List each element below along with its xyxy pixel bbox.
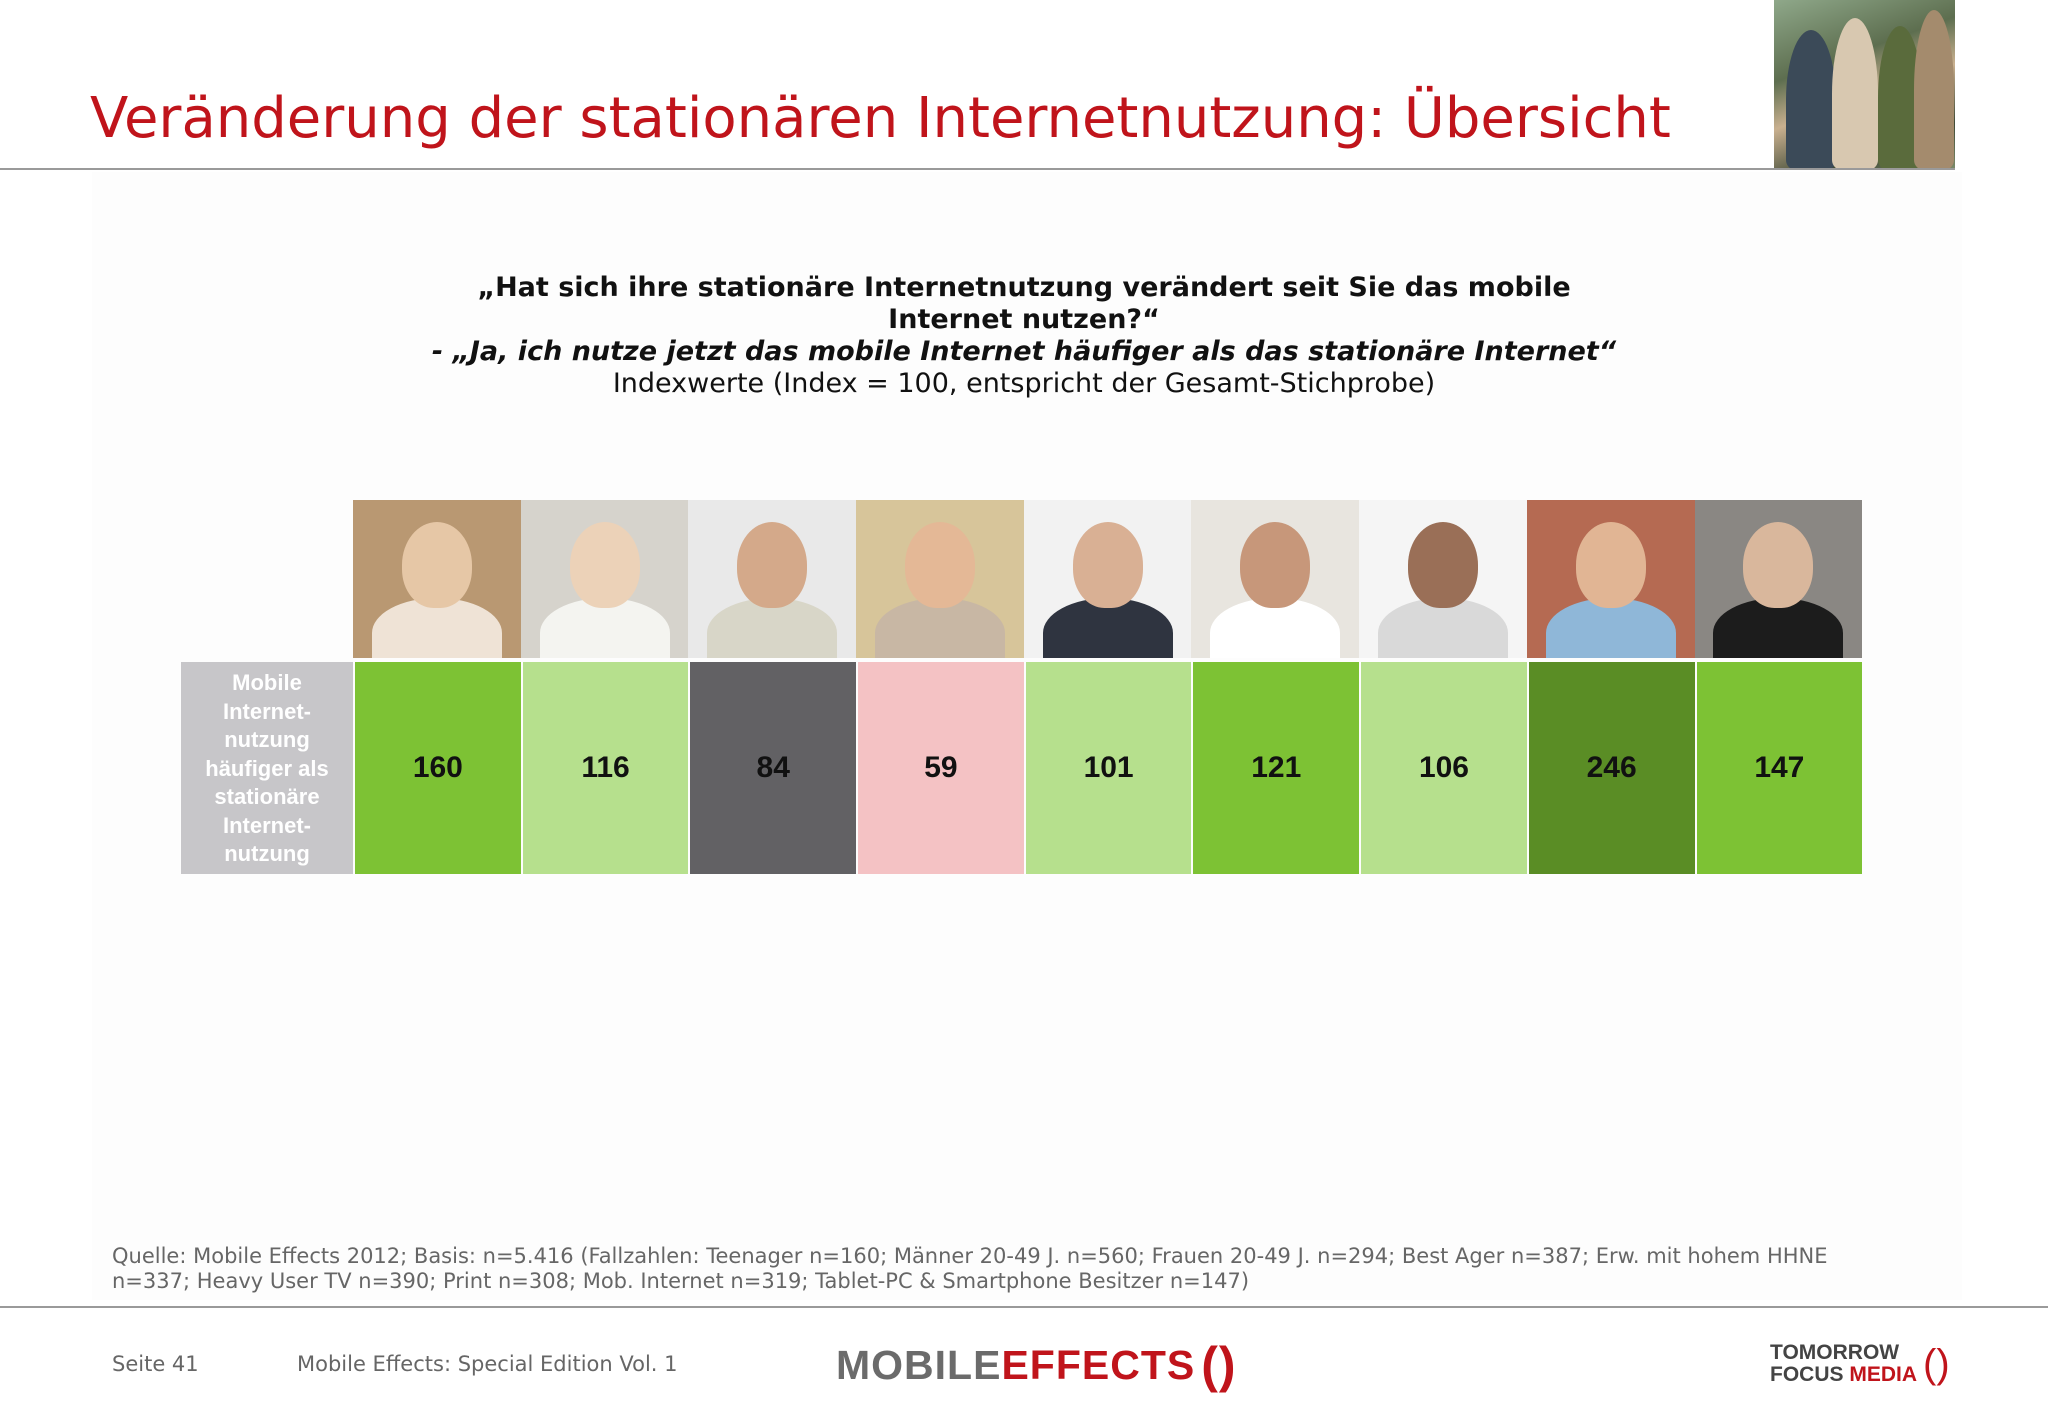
teenager-tv-photo	[1191, 500, 1360, 658]
blonde-woman-phone-photo	[520, 500, 689, 658]
row-label-line: Internet-	[223, 698, 311, 724]
footer-divider	[0, 1306, 2048, 1308]
header-divider	[0, 168, 1955, 170]
row-label-line: häufiger als	[205, 755, 329, 781]
page-title: Veränderung der stationären Internetnutz…	[90, 86, 1671, 151]
index-cell: 246	[1528, 662, 1695, 874]
woman-smartphone-photo	[353, 500, 521, 658]
row-label-line: Mobile	[232, 670, 302, 695]
index-note: Indexwerte (Index = 100, entspricht der …	[612, 368, 1436, 399]
index-value-row: 160 116 84 59 101 121 106 246 147	[353, 662, 1863, 874]
index-cell: 106	[1361, 662, 1527, 874]
survey-question: „Hat sich ihre stationäre Internetnutzun…	[0, 272, 2048, 400]
source-note: Quelle: Mobile Effects 2012; Basis: n=5.…	[112, 1244, 1828, 1293]
document-title: Mobile Effects: Special Edition Vol. 1	[297, 1352, 678, 1376]
row-label-line: Internet-	[223, 812, 311, 838]
page-number: Seite 41	[112, 1352, 199, 1376]
index-cell: 101	[1025, 662, 1192, 874]
target-group-photos	[353, 500, 1863, 658]
index-cell: 147	[1696, 662, 1863, 874]
man-calling-photo	[688, 500, 857, 658]
row-label-line: nutzung	[224, 841, 310, 866]
senior-couple-photo	[856, 500, 1024, 658]
businessman-calling-photo	[1023, 500, 1192, 658]
row-label: Mobile Internet- nutzung häufiger als st…	[181, 662, 353, 874]
index-cell: 160	[355, 662, 521, 874]
bracket-icon: ()	[1923, 1342, 1950, 1386]
answer-text: - „Ja, ich nutze jetzt das mobile Intern…	[431, 336, 1617, 367]
header-people-photo	[1774, 0, 1955, 170]
bracket-icon: ()	[1201, 1337, 1237, 1393]
row-label-line: stationäre	[214, 784, 320, 809]
tomorrow-focus-media-logo: TOMORROW FOCUS MEDIA ()	[1770, 1341, 1950, 1386]
question-text: „Hat sich ihre stationäre Internetnutzun…	[477, 272, 1571, 335]
row-label-line: nutzung	[224, 727, 310, 752]
man-black-sweater-photo	[1694, 500, 1863, 658]
man-newspaper-photo	[1359, 500, 1527, 658]
index-cell: 59	[858, 662, 1024, 874]
mobile-effects-logo: MOBILE EFFECTS()	[836, 1337, 1237, 1393]
man-tablet-photo	[1526, 500, 1695, 658]
index-cell: 121	[1193, 662, 1360, 874]
index-cell: 116	[522, 662, 689, 874]
index-cell: 84	[690, 662, 857, 874]
